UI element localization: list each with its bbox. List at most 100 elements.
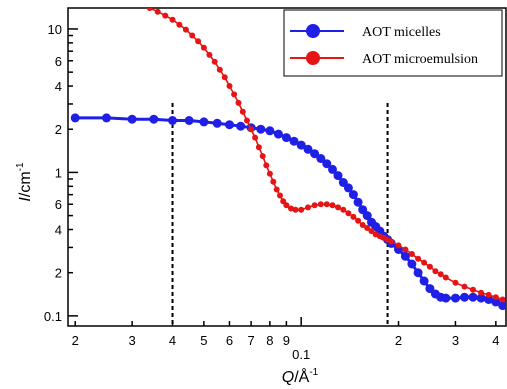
series-0-point xyxy=(451,293,460,303)
series-1-point xyxy=(248,126,255,133)
series-1-point xyxy=(239,108,246,115)
series-1-point xyxy=(461,283,468,290)
series-1-point xyxy=(395,242,402,249)
legend-label-microemulsion: AOT microemulsion xyxy=(362,52,478,67)
series-0-point xyxy=(127,114,137,124)
series-line-0 xyxy=(75,116,504,307)
series-0-point xyxy=(413,268,423,278)
series-0-point xyxy=(400,251,410,261)
series-1-point xyxy=(317,201,324,208)
series-0-point xyxy=(199,117,209,127)
series-1-point xyxy=(221,74,228,81)
series-1-point xyxy=(364,225,371,231)
series-1-point xyxy=(292,206,299,213)
series-0-point xyxy=(425,284,435,294)
series-1-point xyxy=(335,204,341,211)
series-1-point xyxy=(368,228,375,235)
series-1-point xyxy=(426,263,433,270)
series-1-point xyxy=(189,32,196,39)
series-1-point xyxy=(216,66,223,73)
series-1-point xyxy=(255,144,262,151)
legend-label-micelles: AOT micelles xyxy=(362,25,441,40)
series-1-point xyxy=(499,296,506,303)
series-0-point xyxy=(328,164,337,174)
series-1-point xyxy=(345,210,352,217)
series-1-point xyxy=(350,213,357,220)
x-axis: 2 3 4 5 6 7 8 9 2 3 4 0.1 xyxy=(72,317,499,362)
series-1-point xyxy=(298,206,305,213)
series-0-point xyxy=(310,149,320,159)
series-1-point xyxy=(283,202,290,209)
series-1-point xyxy=(231,91,238,98)
y-tick-label: 0.1 xyxy=(44,309,62,324)
series-1-point xyxy=(470,286,476,293)
x-major-tick-label: 0.1 xyxy=(292,347,310,362)
x-tick-label: 4 xyxy=(492,333,499,348)
legend: AOT micelles AOT microemulsion xyxy=(283,9,503,77)
x-tick-label: 3 xyxy=(452,333,459,348)
series-1-point xyxy=(485,291,492,298)
series-0-point xyxy=(70,113,80,123)
series-0-point xyxy=(343,183,353,193)
y-tick-label: 6 xyxy=(55,54,62,69)
series-1-point xyxy=(280,198,287,205)
series-0-point xyxy=(149,114,159,124)
series-1-point xyxy=(162,12,169,19)
x-tick-label: 4 xyxy=(169,333,176,348)
y-tick-label: 4 xyxy=(55,79,62,94)
y-tick-label: 4 xyxy=(55,223,62,238)
legend-box xyxy=(283,9,503,77)
series-1-point xyxy=(154,8,161,15)
series-1-point xyxy=(211,58,218,65)
series-1-point xyxy=(273,186,280,193)
legend-marker-microemulsion xyxy=(306,51,320,65)
series-0-point xyxy=(303,144,313,154)
legend-marker-micelles xyxy=(306,24,320,38)
x-tick-label: 6 xyxy=(226,333,233,348)
series-0-point xyxy=(441,293,451,303)
series-0-point xyxy=(460,292,469,302)
reference-lines xyxy=(171,103,389,326)
series-0-point xyxy=(322,159,332,169)
series-0-point xyxy=(236,121,246,131)
x-axis-title: Q/Å-1 xyxy=(282,367,319,386)
series-0-point xyxy=(476,293,486,303)
series-1-point xyxy=(226,83,233,89)
series-0-point xyxy=(102,113,111,123)
series-1-point xyxy=(252,134,259,141)
x-tick-label: 2 xyxy=(395,333,402,348)
series-1-point xyxy=(408,251,415,257)
series-1-point xyxy=(359,222,366,228)
x-tick-label: 8 xyxy=(266,333,273,348)
series-0-point xyxy=(212,118,222,128)
series-0-point xyxy=(273,129,283,139)
series-0-point xyxy=(265,126,275,136)
series-0-point xyxy=(316,154,326,163)
series-1-point xyxy=(305,204,311,211)
series-0-point xyxy=(168,116,177,125)
series-1-point xyxy=(169,16,176,23)
series-0-point xyxy=(333,171,343,181)
series-1-point xyxy=(388,238,395,245)
series-1-point xyxy=(442,274,449,281)
series-1-point xyxy=(200,44,207,51)
series-1-point xyxy=(206,51,213,58)
y-tick-label: 2 xyxy=(55,122,62,137)
series-1-point xyxy=(415,255,422,262)
series-1-point xyxy=(270,178,277,185)
series-1-point xyxy=(195,38,202,45)
series-0-point xyxy=(468,292,478,302)
series-0-point xyxy=(296,140,306,150)
series-1-point xyxy=(340,206,347,213)
series-0-point xyxy=(256,124,266,134)
series-0-point xyxy=(353,197,363,207)
series-1-point xyxy=(266,170,273,177)
series-0-point xyxy=(484,295,494,304)
series-0-point xyxy=(419,276,429,286)
series-0-point xyxy=(281,133,291,143)
series-1-point xyxy=(492,294,499,301)
series-0-point xyxy=(491,297,501,307)
y-tick-label: 2 xyxy=(55,266,62,281)
series-1-point xyxy=(263,162,270,169)
